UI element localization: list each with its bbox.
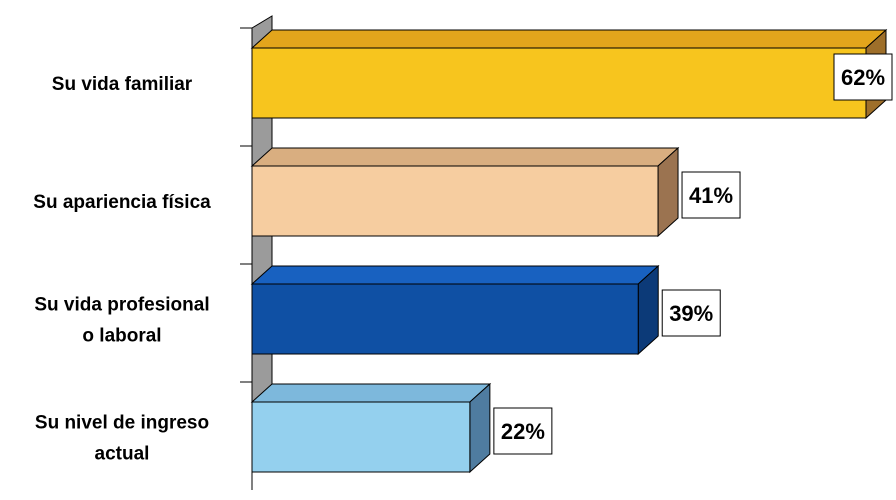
bar-front-face (251, 47, 867, 119)
value-label-text: 62% (841, 65, 885, 90)
bar-2 (250, 146, 680, 238)
bar-front-face (251, 165, 659, 237)
value-label-1: 62% (833, 53, 893, 101)
value-label-2: 41% (681, 171, 741, 219)
category-label-line: Su nivel de ingreso (35, 413, 209, 434)
category-label-4: Su nivel de ingreso actual (35, 413, 209, 465)
bar-top-face (250, 265, 660, 285)
category-label-3: Su vida profesional o laboral (34, 295, 209, 347)
value-label-text: 39% (669, 301, 713, 326)
category-label-line: Su vida profesional (34, 295, 209, 316)
value-label-text: 41% (689, 183, 733, 208)
category-label-line: actual (95, 444, 150, 465)
category-label-line: Su apariencia física (33, 192, 211, 213)
value-label-box (493, 407, 553, 455)
category-label-line: Su vida familiar (52, 74, 193, 95)
bar-top-face (250, 383, 492, 403)
value-label-text: 22% (501, 419, 545, 444)
category-label-2: Su apariencia física (33, 192, 211, 213)
value-label-box (681, 171, 741, 219)
bar-top-face (250, 29, 888, 49)
category-label-1: Su vida familiar (52, 74, 193, 95)
bar-4 (250, 382, 492, 474)
value-label-4: 22% (493, 407, 553, 455)
bar-front-face (251, 401, 471, 473)
value-label-3: 39% (661, 289, 721, 337)
bar-1 (250, 28, 888, 120)
value-label-box (833, 53, 893, 101)
bar-top-face (250, 147, 680, 167)
value-label-box (661, 289, 721, 337)
bar-3 (250, 264, 660, 356)
bars-layer (250, 28, 888, 474)
bar-front-face (251, 283, 639, 355)
labels-layer: 62% Su vida familiar 41% Su apariencia físi… (33, 53, 893, 465)
category-label-line: o laboral (82, 326, 161, 347)
